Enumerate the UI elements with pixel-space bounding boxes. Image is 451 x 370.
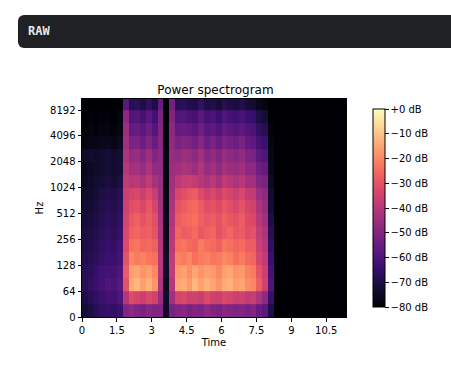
svg-text:−30 dB: −30 dB	[391, 178, 429, 189]
svg-text:256: 256	[56, 234, 75, 245]
svg-text:7.5: 7.5	[248, 325, 264, 336]
svg-text:128: 128	[56, 260, 75, 271]
svg-text:Time: Time	[201, 337, 226, 348]
svg-text:4096: 4096	[50, 130, 75, 141]
svg-text:4.5: 4.5	[179, 325, 195, 336]
svg-text:Power spectrogram: Power spectrogram	[157, 83, 273, 97]
svg-text:3: 3	[149, 325, 155, 336]
svg-text:2048: 2048	[50, 156, 75, 167]
svg-text:−20 dB: −20 dB	[391, 153, 429, 164]
svg-text:+0 dB: +0 dB	[391, 104, 422, 115]
svg-text:−80 dB: −80 dB	[391, 302, 429, 313]
svg-text:0: 0	[79, 325, 85, 336]
svg-text:Hz: Hz	[34, 202, 45, 215]
svg-text:−60 dB: −60 dB	[391, 252, 429, 263]
svg-text:9: 9	[288, 325, 294, 336]
svg-text:1024: 1024	[50, 182, 75, 193]
svg-text:512: 512	[56, 208, 75, 219]
svg-text:−10 dB: −10 dB	[391, 128, 429, 139]
svg-text:8192: 8192	[50, 105, 75, 116]
svg-text:−50 dB: −50 dB	[391, 227, 429, 238]
svg-text:0: 0	[69, 312, 75, 323]
svg-text:10.5: 10.5	[315, 325, 337, 336]
svg-text:6: 6	[218, 325, 224, 336]
svg-text:−70 dB: −70 dB	[391, 277, 429, 288]
html-text:RAW: RAW	[28, 24, 50, 38]
svg-text:1.5: 1.5	[109, 325, 125, 336]
svg-text:−40 dB: −40 dB	[391, 203, 429, 214]
svg-text:64: 64	[63, 286, 76, 297]
